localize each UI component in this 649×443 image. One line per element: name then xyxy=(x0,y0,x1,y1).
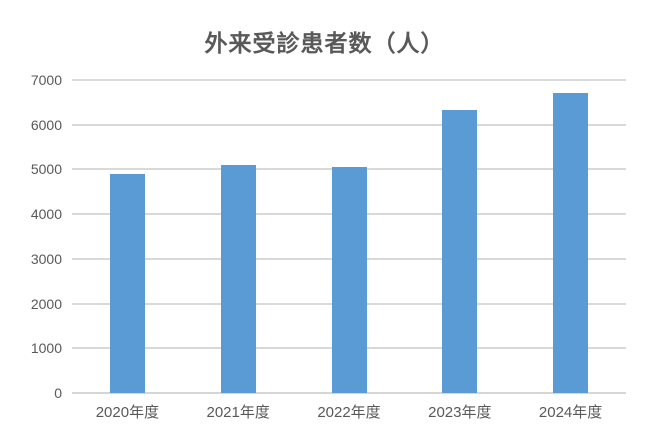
bar-2022年度 xyxy=(331,166,367,393)
bar-2024年度 xyxy=(553,93,589,393)
bar-2020年度 xyxy=(109,174,145,393)
y-tick-label: 2000 xyxy=(30,295,62,312)
chart-title: 外来受診患者数（人） xyxy=(204,30,445,56)
y-gridline xyxy=(72,123,626,126)
x-tick-label: 2024年度 xyxy=(538,404,603,421)
plot-area xyxy=(72,79,626,394)
x-tick-label: 2023年度 xyxy=(428,404,492,421)
x-tick-label: 2020年度 xyxy=(95,404,160,421)
x-axis-line xyxy=(72,392,626,394)
y-tick-label: 0 xyxy=(54,385,62,401)
x-tick-label: 2021年度 xyxy=(206,404,270,421)
y-tick-label: 3000 xyxy=(30,250,62,267)
bar-2023年度 xyxy=(442,110,478,393)
x-tick-label: 2022年度 xyxy=(317,404,381,421)
y-tick-label: 6000 xyxy=(30,116,62,133)
y-gridline xyxy=(72,79,626,81)
y-tick-label: 1000 xyxy=(30,340,62,357)
y-tick-label: 7000 xyxy=(30,72,62,88)
y-tick-label: 4000 xyxy=(30,206,62,223)
y-tick-label: 5000 xyxy=(30,161,62,178)
bar-2021年度 xyxy=(220,165,256,393)
